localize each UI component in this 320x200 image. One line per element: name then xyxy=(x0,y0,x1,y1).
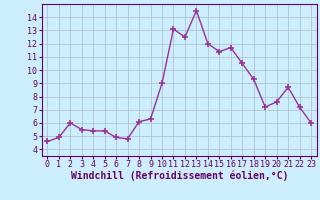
X-axis label: Windchill (Refroidissement éolien,°C): Windchill (Refroidissement éolien,°C) xyxy=(70,171,288,181)
